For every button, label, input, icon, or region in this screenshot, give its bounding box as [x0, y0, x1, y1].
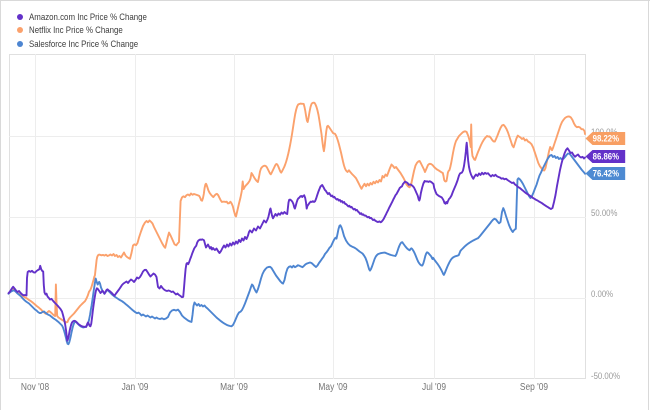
svg-text:98.22%: 98.22% [593, 134, 620, 145]
svg-text:86.86%: 86.86% [593, 152, 620, 163]
svg-text:76.42%: 76.42% [593, 169, 620, 180]
